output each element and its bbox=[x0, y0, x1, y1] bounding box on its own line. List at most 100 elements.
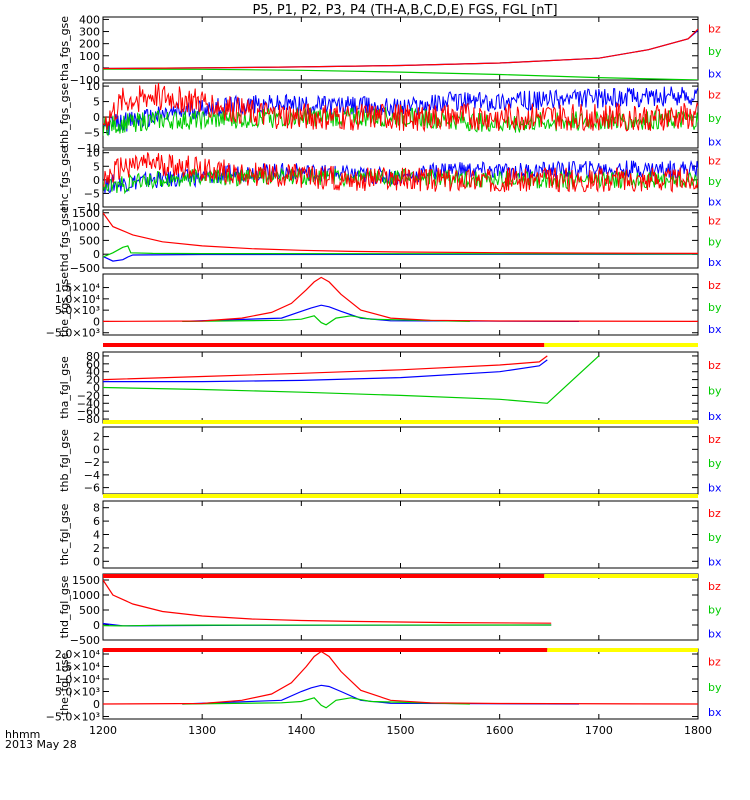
series-line-bz bbox=[103, 579, 552, 624]
legend-bz: bz bbox=[708, 89, 721, 102]
panel-thb_fgs_gse: −10 −5 0 5 10 thb_fgs_gse bz by bx bbox=[58, 80, 722, 155]
legend-bx: bx bbox=[708, 195, 722, 208]
series-line-bz bbox=[103, 276, 698, 322]
y-tick-label: 1000 bbox=[72, 589, 100, 602]
legend-by: by bbox=[708, 531, 722, 544]
x-tick-label: 1800 bbox=[684, 724, 712, 737]
y-tick-label: 500 bbox=[79, 234, 100, 247]
mode-bar-yellow-segment bbox=[103, 494, 698, 498]
x-axis: 1200 1300 1400 1500 1600 1700 1800 bbox=[89, 724, 712, 737]
series-line-bx bbox=[103, 253, 698, 262]
legend-bz: bz bbox=[708, 279, 721, 292]
y-tick-label: −40 bbox=[77, 397, 100, 410]
y-axis-label: tha_fgs_gse bbox=[58, 16, 71, 81]
legend-by: by bbox=[708, 235, 722, 248]
y-tick-label: 40 bbox=[86, 366, 100, 379]
legend-by: by bbox=[708, 681, 722, 694]
panel-frame bbox=[102, 573, 699, 641]
mode-bar-yellow-segment bbox=[103, 420, 698, 424]
y-tick-label: 1000 bbox=[72, 221, 100, 234]
panel-frame bbox=[102, 209, 699, 269]
mode-bar-red-segment bbox=[103, 574, 545, 578]
time-label-date: 2013 May 28 bbox=[5, 738, 77, 751]
y-tick-label: 0 bbox=[93, 174, 100, 187]
y-tick-label: 1.0×10⁴ bbox=[55, 293, 101, 306]
x-tick-label: 1700 bbox=[585, 724, 613, 737]
y-tick-label: 0 bbox=[93, 555, 100, 568]
series-line-by bbox=[182, 697, 470, 709]
panel-frame bbox=[102, 351, 699, 424]
legend-by: by bbox=[708, 175, 722, 188]
legend-by: by bbox=[708, 384, 722, 397]
panel-frame bbox=[102, 273, 699, 336]
legend-bx: bx bbox=[708, 706, 722, 719]
mode-bar-red-segment bbox=[103, 343, 545, 347]
y-tick-label: 5 bbox=[93, 160, 100, 173]
legend-bz: bz bbox=[708, 507, 721, 520]
y-tick-label: 400 bbox=[79, 13, 100, 26]
y-tick-label: 0 bbox=[93, 111, 100, 124]
legend-bx: bx bbox=[708, 256, 722, 269]
y-tick-label: 5 bbox=[93, 96, 100, 109]
y-axis-label: thc_fgl_gse bbox=[58, 503, 71, 565]
panel-the_fgs_gse: −5.0×10³05.0×10³1.0×10⁴1.5×10⁴the_fgs_gs… bbox=[46, 272, 722, 340]
y-tick-label: 1.5×10⁴ bbox=[55, 661, 101, 674]
y-tick-label: −500 bbox=[70, 262, 100, 275]
x-tick-label: 1600 bbox=[486, 724, 514, 737]
series-line-bz bbox=[103, 212, 698, 254]
y-tick-label: 2 bbox=[93, 431, 100, 444]
series-line-bz bbox=[103, 28, 698, 70]
panel-the_fgl_gse: −5.0×10³05.0×10³1.0×10⁴1.5×10⁴2.0×10⁴the… bbox=[46, 648, 722, 724]
y-tick-label: −5.0×10³ bbox=[46, 327, 100, 340]
y-tick-label: 100 bbox=[79, 50, 100, 63]
series-line-bz bbox=[103, 152, 698, 193]
y-axis-label: thc_fgs_gse bbox=[58, 146, 71, 211]
legend-by: by bbox=[708, 112, 722, 125]
y-tick-label: 20 bbox=[86, 374, 100, 387]
legend-bz: bz bbox=[708, 154, 721, 167]
y-tick-label: −60 bbox=[77, 405, 100, 418]
y-tick-label: 0 bbox=[93, 62, 100, 75]
y-tick-label: −5 bbox=[84, 187, 100, 200]
y-tick-label: 500 bbox=[79, 604, 100, 617]
y-tick-label: −10 bbox=[77, 142, 100, 155]
legend-bx: bx bbox=[708, 481, 722, 494]
series-line-by bbox=[103, 624, 552, 627]
series-line-bz bbox=[103, 83, 698, 133]
y-tick-label: 4 bbox=[93, 529, 100, 542]
y-tick-label: 5.0×10³ bbox=[55, 686, 100, 699]
series-line-by bbox=[103, 68, 698, 80]
series-line-bx bbox=[103, 86, 698, 135]
mode-bar-yellow-segment bbox=[544, 343, 698, 347]
mode-bar-yellow-segment bbox=[547, 648, 698, 652]
y-tick-label: 80 bbox=[86, 350, 100, 363]
y-tick-label: 1500 bbox=[72, 574, 100, 587]
legend-bz: bz bbox=[708, 359, 721, 372]
y-tick-label: −10 bbox=[77, 201, 100, 214]
panel-frame bbox=[102, 16, 699, 81]
legend-bx: bx bbox=[708, 410, 722, 423]
y-tick-label: 6 bbox=[93, 515, 100, 528]
panel-frame bbox=[102, 648, 699, 720]
x-tick-label: 1300 bbox=[188, 724, 216, 737]
x-tick-label: 1500 bbox=[387, 724, 415, 737]
y-tick-label: 0 bbox=[93, 382, 100, 395]
series-line-bz bbox=[103, 355, 548, 381]
legend-by: by bbox=[708, 301, 722, 314]
y-axis-label: the_fgs_gse bbox=[58, 272, 71, 337]
time-label-hhmm: hhmm bbox=[5, 728, 40, 741]
y-axis-label: thb_fgs_gse bbox=[58, 83, 71, 149]
legend-bx: bx bbox=[708, 136, 722, 149]
mode-bar-red-segment bbox=[103, 648, 548, 652]
y-tick-label: 1.0×10⁴ bbox=[55, 673, 101, 686]
legend-bx: bx bbox=[708, 323, 722, 336]
y-tick-label: −20 bbox=[77, 389, 100, 402]
y-tick-label: 60 bbox=[86, 358, 100, 371]
y-tick-label: −80 bbox=[77, 413, 100, 426]
y-tick-label: 0 bbox=[93, 619, 100, 632]
